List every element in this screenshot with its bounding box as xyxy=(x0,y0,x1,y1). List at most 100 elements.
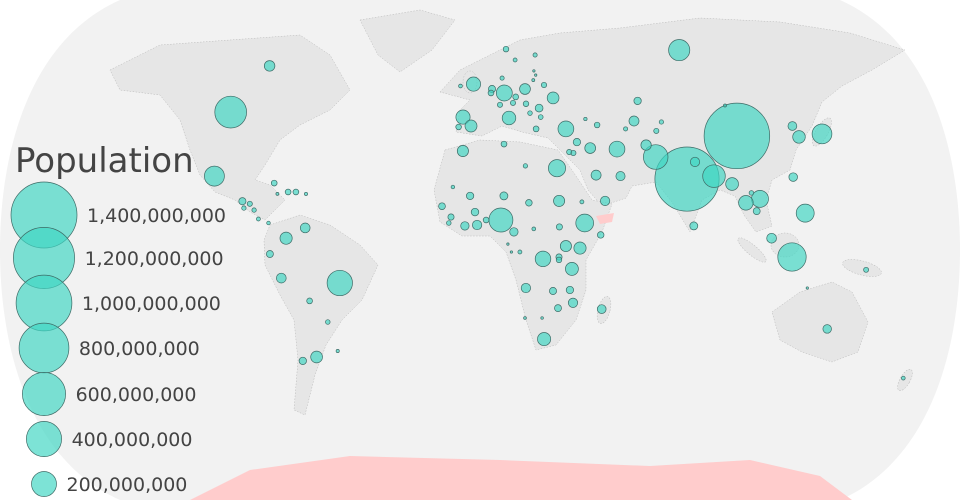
population-bubble[interactable] xyxy=(446,220,452,226)
population-bubble[interactable] xyxy=(640,139,652,151)
population-bubble[interactable] xyxy=(901,375,906,381)
population-bubble[interactable] xyxy=(438,202,446,210)
population-bubble[interactable] xyxy=(565,285,574,295)
population-bubble[interactable] xyxy=(466,191,475,200)
population-bubble[interactable] xyxy=(795,203,815,223)
population-bubble[interactable] xyxy=(502,45,510,53)
population-bubble[interactable] xyxy=(279,231,293,245)
population-bubble[interactable] xyxy=(777,242,807,272)
population-bubble[interactable] xyxy=(525,199,533,207)
population-bubble[interactable] xyxy=(788,172,798,182)
population-bubble[interactable] xyxy=(455,109,471,125)
population-bubble[interactable] xyxy=(805,286,809,290)
population-bubble[interactable] xyxy=(510,99,516,106)
population-bubble[interactable] xyxy=(792,130,806,144)
population-bubble[interactable] xyxy=(506,242,510,246)
population-bubble[interactable] xyxy=(615,171,626,182)
population-bubble[interactable] xyxy=(689,221,699,231)
population-bubble[interactable] xyxy=(298,356,307,365)
population-bubble[interactable] xyxy=(723,103,727,108)
population-bubble[interactable] xyxy=(572,138,581,147)
population-bubble[interactable] xyxy=(214,95,247,129)
population-bubble[interactable] xyxy=(270,179,278,187)
population-bubble[interactable] xyxy=(509,227,519,237)
population-bubble[interactable] xyxy=(464,119,478,133)
population-bubble[interactable] xyxy=(456,145,469,157)
population-bubble[interactable] xyxy=(466,76,481,92)
population-bubble[interactable] xyxy=(689,156,701,167)
population-bubble[interactable] xyxy=(241,205,247,211)
population-bubble[interactable] xyxy=(863,266,869,273)
population-bubble[interactable] xyxy=(275,192,280,196)
population-bubble[interactable] xyxy=(653,127,660,134)
population-bubble[interactable] xyxy=(752,207,761,215)
population-bubble[interactable] xyxy=(522,100,530,107)
population-bubble[interactable] xyxy=(488,207,514,233)
population-bubble[interactable] xyxy=(238,197,247,206)
population-bubble[interactable] xyxy=(246,200,253,207)
population-bubble[interactable] xyxy=(292,188,300,196)
population-bubble[interactable] xyxy=(633,96,642,105)
population-bubble[interactable] xyxy=(575,213,594,233)
population-bubble[interactable] xyxy=(310,350,323,364)
population-bubble[interactable] xyxy=(596,304,607,314)
population-bubble[interactable] xyxy=(472,219,483,231)
population-bubble[interactable] xyxy=(276,272,287,284)
population-bubble[interactable] xyxy=(299,222,311,234)
population-bubble[interactable] xyxy=(335,349,340,353)
population-bubble[interactable] xyxy=(766,232,777,244)
population-bubble[interactable] xyxy=(554,304,562,312)
population-bubble[interactable] xyxy=(509,250,513,254)
population-bubble[interactable] xyxy=(643,144,669,170)
population-bubble[interactable] xyxy=(326,269,353,297)
population-bubble[interactable] xyxy=(608,140,626,158)
population-bubble[interactable] xyxy=(512,93,519,101)
population-bubble[interactable] xyxy=(549,287,557,295)
population-bubble[interactable] xyxy=(470,207,480,217)
population-bubble[interactable] xyxy=(583,116,588,122)
population-bubble[interactable] xyxy=(512,57,518,63)
population-bubble[interactable] xyxy=(555,256,563,264)
population-bubble[interactable] xyxy=(534,250,552,268)
population-bubble[interactable] xyxy=(566,149,573,155)
population-bubble[interactable] xyxy=(593,121,601,129)
population-bubble[interactable] xyxy=(325,319,331,325)
population-bubble[interactable] xyxy=(668,39,691,62)
population-bubble[interactable] xyxy=(546,91,560,105)
population-bubble[interactable] xyxy=(548,159,566,178)
population-bubble[interactable] xyxy=(487,89,495,97)
population-bubble[interactable] xyxy=(532,52,538,58)
population-bubble[interactable] xyxy=(532,69,536,73)
population-bubble[interactable] xyxy=(738,195,754,211)
population-bubble[interactable] xyxy=(450,184,456,190)
population-bubble[interactable] xyxy=(522,163,528,169)
population-bubble[interactable] xyxy=(455,123,462,131)
population-bubble[interactable] xyxy=(304,191,308,196)
population-bubble[interactable] xyxy=(751,190,769,208)
population-bubble[interactable] xyxy=(531,78,536,82)
population-bubble[interactable] xyxy=(532,125,540,133)
population-bubble[interactable] xyxy=(534,103,544,113)
population-bubble[interactable] xyxy=(555,223,563,231)
population-bubble[interactable] xyxy=(527,110,533,116)
population-bubble[interactable] xyxy=(497,101,503,108)
population-bubble[interactable] xyxy=(702,164,726,188)
population-bubble[interactable] xyxy=(251,207,257,213)
population-bubble[interactable] xyxy=(534,73,538,77)
population-bubble[interactable] xyxy=(725,177,739,191)
population-bubble[interactable] xyxy=(597,231,605,239)
population-bubble[interactable] xyxy=(623,126,629,132)
population-bubble[interactable] xyxy=(458,83,463,89)
population-bubble[interactable] xyxy=(565,262,579,276)
population-bubble[interactable] xyxy=(600,195,611,206)
population-bubble[interactable] xyxy=(540,316,544,320)
population-bubble[interactable] xyxy=(495,84,513,102)
population-bubble[interactable] xyxy=(500,140,508,148)
population-bubble[interactable] xyxy=(590,169,602,181)
population-bubble[interactable] xyxy=(748,190,755,196)
population-bubble[interactable] xyxy=(482,216,490,224)
population-bubble[interactable] xyxy=(537,332,552,347)
population-bubble[interactable] xyxy=(256,216,261,222)
population-bubble[interactable] xyxy=(822,324,832,334)
population-bubble[interactable] xyxy=(573,241,587,255)
